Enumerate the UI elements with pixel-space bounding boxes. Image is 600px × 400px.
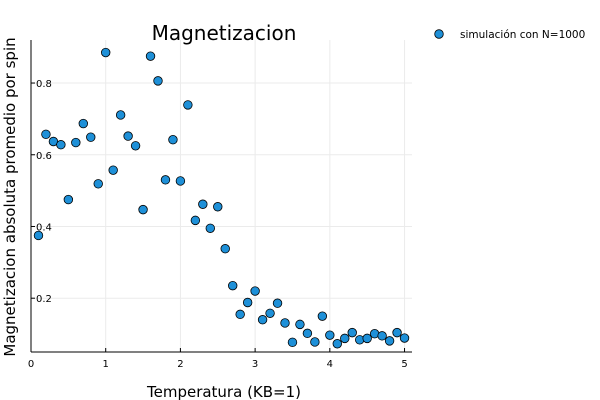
data-point [287,337,298,348]
y-tick-label: 0.2 [36,294,52,305]
data-point [257,315,268,325]
data-point [280,318,290,328]
data-point [86,132,96,142]
ticks-layer: 0 1 2 3 4 5 0.2 0.4 0.6 0.8 [28,79,408,370]
legend-label: simulación con N=1000 [460,29,585,41]
data-point [78,118,88,129]
x-axis-title: Temperatura (KB=1) [146,383,301,400]
data-point [115,110,126,120]
data-point [175,176,186,186]
data-point [145,51,156,61]
data-point [340,333,350,344]
x-tick-label: 0 [28,359,34,370]
data-point [295,319,305,330]
chart-title: Magnetizacion [152,21,297,45]
data-point [228,280,238,291]
data-point [377,331,387,341]
data-point [183,100,193,110]
data-point [108,165,118,175]
data-point [302,328,313,339]
data-point [362,333,372,344]
y-axis-title: Magnetizacion absoluta promedio por spin [1,37,19,356]
grid-layer [30,40,412,352]
data-point [56,140,66,150]
data-point [71,137,81,148]
y-tick-label: 0.6 [36,151,52,162]
data-point [138,204,148,215]
data-point [220,244,230,254]
axes-layer [30,40,412,353]
legend-marker [434,29,444,39]
data-point [160,175,171,185]
x-tick-label: 5 [401,359,407,370]
data-point [272,298,283,308]
x-tick-label: 2 [177,359,183,370]
data-point [168,134,178,145]
data-point [325,330,335,340]
x-tick-label: 1 [103,359,109,370]
data-point [63,194,74,205]
data-point [101,47,111,58]
data-point [41,129,51,140]
data-point [190,215,201,226]
data-point [250,286,260,296]
data-point [213,202,223,212]
data-point [265,308,275,318]
data-point [33,230,44,241]
y-tick-label: 0.8 [36,79,52,90]
data-point [399,333,410,343]
data-point [123,131,133,141]
legend: simulación con N=1000 [434,29,585,41]
data-point [242,297,253,308]
data-point [310,337,320,347]
data-point [235,309,245,320]
data-point [347,327,357,338]
data-point [317,311,328,321]
data-point [384,336,395,346]
data-point [332,339,342,349]
data-points [33,47,410,349]
x-tick-label: 4 [327,359,333,370]
data-point [392,327,402,338]
y-tick-label: 0.4 [36,222,52,233]
x-tick-label: 3 [252,359,258,370]
data-point [93,179,103,189]
data-point [153,76,163,86]
data-point [130,141,141,151]
data-point [205,223,215,233]
data-point [198,199,208,209]
